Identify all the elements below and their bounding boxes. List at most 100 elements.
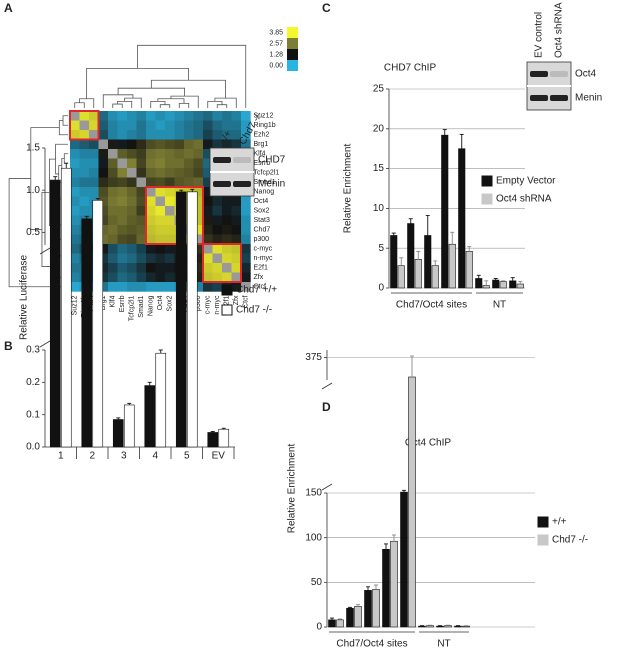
heat-cell <box>127 225 137 235</box>
bar <box>218 428 230 448</box>
y-tick-label: 375 <box>305 352 322 363</box>
legend-label: Chd7 -/- <box>236 305 272 316</box>
bar <box>155 352 167 448</box>
blot-band <box>530 95 548 101</box>
panel-label: C <box>322 1 331 15</box>
heat-cell <box>108 177 118 188</box>
heat-cell <box>174 177 185 188</box>
y-tick-label: 0 <box>378 283 384 294</box>
heat-cell <box>89 177 99 188</box>
heat-cell <box>231 225 242 235</box>
heat-cell <box>136 111 147 121</box>
bar <box>448 243 456 289</box>
heat-cell <box>146 120 156 131</box>
heat-cell <box>203 253 213 264</box>
column-label: Ctcf <box>243 295 250 308</box>
y-tick-label: 0 <box>316 622 322 633</box>
heat-cell <box>155 187 166 197</box>
bar <box>482 285 490 289</box>
x-tick-label: 1 <box>58 451 64 462</box>
blot-band <box>213 181 231 187</box>
heat-cell <box>203 196 213 207</box>
colorbar-block <box>287 60 298 71</box>
heat-cell <box>212 253 223 264</box>
heat-cell <box>174 158 185 169</box>
heat-cell <box>98 149 109 159</box>
heat-cell <box>136 130 147 140</box>
heat-cell <box>241 206 251 216</box>
bar <box>390 540 398 628</box>
heat-cell <box>231 263 242 273</box>
heat-cell <box>203 263 213 273</box>
column-label: c-myc <box>205 295 212 314</box>
heat-cell <box>165 177 175 188</box>
bar <box>123 404 135 448</box>
heat-cell <box>89 111 99 121</box>
heat-cell <box>193 253 204 264</box>
bar <box>408 376 416 628</box>
legend-swatch <box>537 516 549 528</box>
heat-cell <box>136 139 147 150</box>
heat-cell <box>79 111 90 121</box>
heat-cell <box>98 225 109 235</box>
heat-cell <box>203 177 213 188</box>
bar <box>336 619 344 628</box>
colorbar-label: 2.57 <box>269 40 283 47</box>
heat-cell <box>212 282 223 292</box>
heat-cell <box>70 282 80 292</box>
heat-cell <box>212 206 223 216</box>
heat-cell <box>146 111 156 121</box>
heat-cell <box>117 139 128 150</box>
heat-cell <box>193 111 204 121</box>
heat-cell <box>203 225 213 235</box>
legend-swatch <box>221 304 233 316</box>
heat-cell <box>127 253 137 264</box>
heat-cell <box>98 282 109 292</box>
y-tick-label: 50 <box>311 577 323 588</box>
bar <box>516 283 524 289</box>
heat-cell <box>231 196 242 207</box>
heat-cell <box>193 139 204 150</box>
colorbar-block <box>287 49 298 60</box>
heat-cell <box>136 177 147 188</box>
heat-cell <box>98 158 109 169</box>
heat-cell <box>203 130 213 140</box>
x-tick-label: 2 <box>89 451 95 462</box>
blot-column-label: EV control <box>534 12 545 58</box>
heat-cell <box>98 130 109 140</box>
heat-cell <box>222 130 232 140</box>
heat-cell <box>212 130 223 140</box>
heat-cell <box>193 263 204 273</box>
row-label: E2f1 <box>254 265 269 272</box>
heat-cell <box>108 263 118 273</box>
heat-cell <box>241 225 251 235</box>
heat-cell <box>136 187 147 197</box>
heat-cell <box>98 177 109 188</box>
y-tick-label: 100 <box>305 532 322 543</box>
heat-cell <box>98 206 109 216</box>
heat-cell <box>108 111 118 121</box>
heat-cell <box>146 168 156 178</box>
bar <box>346 607 354 628</box>
heat-cell <box>222 215 232 226</box>
legend-label: +/+ <box>552 517 567 528</box>
y-axis-label: Relative Enrichment <box>343 144 354 234</box>
bar <box>60 167 72 448</box>
heat-cell <box>155 215 166 226</box>
dendrogram-top <box>74 44 247 108</box>
heat-cell <box>127 187 137 197</box>
heat-cell <box>203 168 213 178</box>
heat-cell <box>70 177 80 188</box>
heat-cell <box>146 234 156 245</box>
heat-cell <box>146 225 156 235</box>
heat-cell <box>70 139 80 150</box>
heat-cell <box>136 263 147 273</box>
heat-cell <box>222 234 232 245</box>
bar <box>492 279 500 289</box>
colorbar-block <box>287 38 298 49</box>
bar <box>426 625 434 628</box>
row-label: Chd7 <box>254 227 271 234</box>
heat-cell <box>165 130 175 140</box>
bar <box>397 265 405 289</box>
heat-cell <box>165 120 175 131</box>
